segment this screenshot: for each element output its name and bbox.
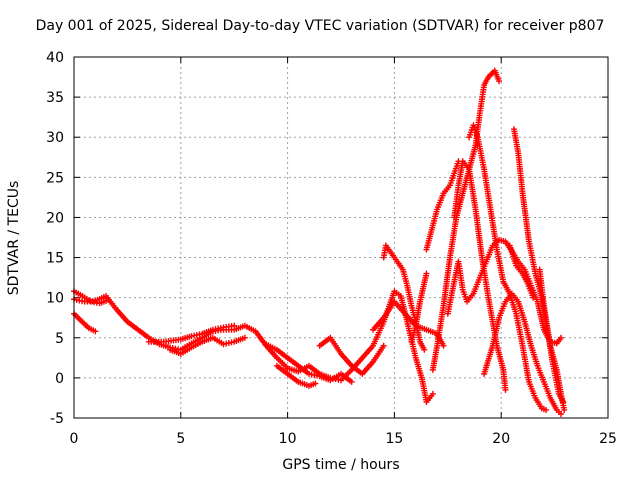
series-track-2 xyxy=(71,310,99,335)
data-point xyxy=(421,346,428,353)
y-tick-label: 30 xyxy=(46,130,64,146)
y-tick-label: 15 xyxy=(46,251,64,267)
series-track-11 xyxy=(408,270,430,345)
series-track-7 xyxy=(273,362,319,389)
data-point xyxy=(502,386,509,393)
x-tick-label: 5 xyxy=(176,431,185,447)
y-tick-label: 20 xyxy=(46,210,64,226)
series-track-6 xyxy=(263,341,355,385)
x-axis-label: GPS time / hours xyxy=(282,457,400,473)
y-tick-label: 40 xyxy=(46,50,64,66)
y-axis-label: SDTVAR / TECUs xyxy=(6,180,22,296)
x-tick-label: 0 xyxy=(70,431,79,447)
data-point xyxy=(429,390,436,397)
series-track-4 xyxy=(145,322,238,345)
x-tick-label: 25 xyxy=(599,431,617,447)
y-tick-label: 35 xyxy=(46,90,64,106)
series-track-20 xyxy=(536,266,568,413)
y-tick-label: 25 xyxy=(46,170,64,186)
data-point xyxy=(543,406,550,413)
series-track-10 xyxy=(370,298,447,349)
plot-frame xyxy=(73,56,609,419)
x-tick-label: 20 xyxy=(492,431,510,447)
y-tick-label: -5 xyxy=(50,411,64,427)
data-point xyxy=(312,380,319,387)
data-point xyxy=(380,342,387,349)
series-track-17 xyxy=(481,290,565,417)
x-tick-label: 15 xyxy=(385,431,403,447)
series-track-8 xyxy=(316,334,387,377)
data-point xyxy=(561,406,568,413)
series-track-12 xyxy=(423,158,462,253)
series-track-19 xyxy=(506,242,537,301)
y-tick-label: 10 xyxy=(46,291,64,307)
data-point xyxy=(530,294,537,301)
y-axis-ticks: -5 0 5 10 15 20 25 30 35 40 xyxy=(46,50,608,427)
data-point xyxy=(105,297,112,304)
series-track-1 xyxy=(71,288,436,405)
x-tick-label: 10 xyxy=(279,431,297,447)
data-point xyxy=(241,334,248,341)
data-point xyxy=(231,322,238,329)
data-point xyxy=(558,334,565,341)
series-track-5 xyxy=(167,334,248,357)
series-track-16 xyxy=(466,122,550,413)
data-point xyxy=(348,378,355,385)
data-point xyxy=(496,78,503,85)
series-track-3 xyxy=(71,288,112,307)
chart-title: Day 001 of 2025, Sidereal Day-to-day VTE… xyxy=(35,18,605,34)
plot-area xyxy=(71,67,568,417)
data-point xyxy=(440,342,447,349)
data-point xyxy=(558,410,565,417)
y-tick-label: 0 xyxy=(55,371,64,387)
series-track-15 xyxy=(451,158,509,393)
y-tick-label: 5 xyxy=(55,331,64,347)
data-point xyxy=(423,270,430,277)
data-point xyxy=(92,328,99,335)
x-axis-ticks: 0 5 10 15 20 25 xyxy=(70,57,617,447)
